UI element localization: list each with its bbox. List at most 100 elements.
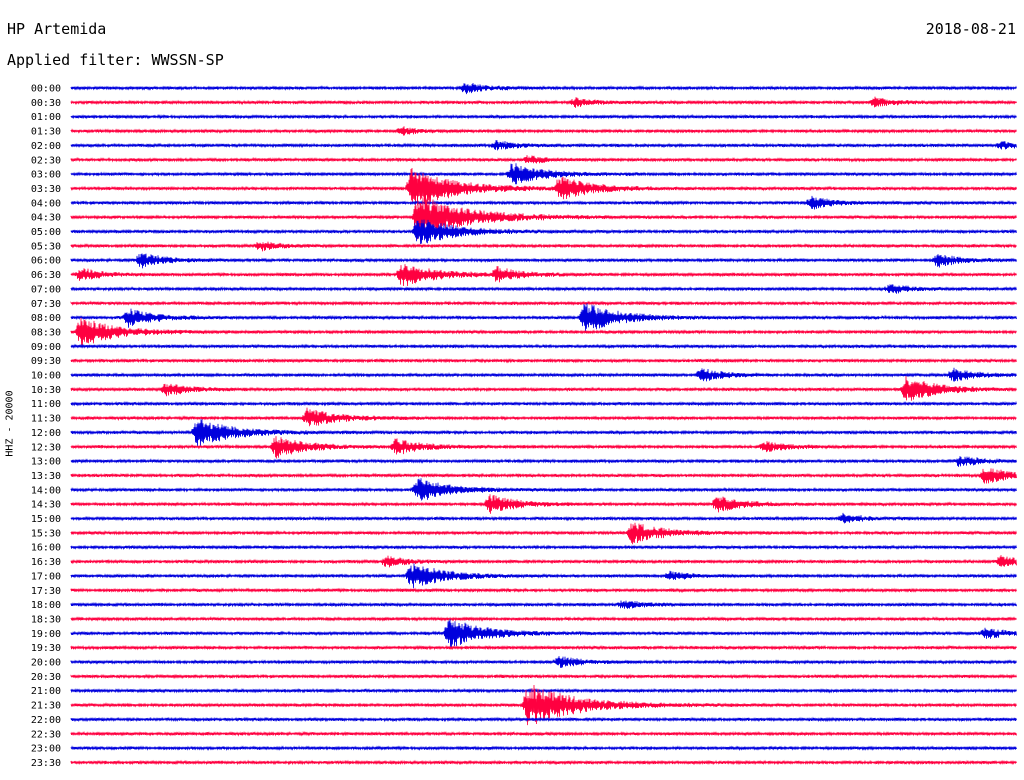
trace-line [70, 644, 1017, 651]
trace-line [70, 494, 1017, 514]
station-title: HP Artemida [7, 20, 107, 38]
time-label: 19:30 [31, 643, 61, 654]
trace-line [70, 241, 1017, 252]
trace-line [70, 619, 1017, 649]
trace-line [70, 759, 1017, 766]
time-label: 05:00 [31, 227, 61, 238]
time-label: 10:30 [31, 385, 61, 396]
time-label: 01:00 [31, 112, 61, 123]
trace-line [70, 155, 1017, 164]
time-label: 18:30 [31, 614, 61, 625]
trace-line [70, 195, 1017, 210]
trace-line [70, 687, 1017, 694]
trace-line [70, 656, 1017, 668]
time-label: 16:00 [31, 543, 61, 554]
trace-line [70, 563, 1017, 589]
trace-line [70, 343, 1017, 350]
date-label: 2018-08-21 [925, 20, 1016, 38]
trace-line [70, 253, 1017, 269]
time-label: 06:00 [31, 256, 61, 267]
time-label: 17:00 [31, 571, 61, 582]
trace-line [70, 300, 1017, 307]
time-label: 20:30 [31, 672, 61, 683]
time-label: 13:30 [31, 471, 61, 482]
trace-line [70, 126, 1017, 136]
trace-line [70, 522, 1017, 545]
trace-line [70, 400, 1017, 407]
time-label: 22:00 [31, 715, 61, 726]
trace-line [70, 376, 1017, 401]
trace-line [70, 367, 1017, 382]
time-label: 02:30 [31, 155, 61, 166]
trace-line [70, 456, 1017, 467]
trace-line [70, 544, 1017, 551]
trace-line [70, 82, 1017, 95]
time-label: 04:00 [31, 198, 61, 209]
time-label: 18:00 [31, 600, 61, 611]
time-label: 22:30 [31, 729, 61, 740]
time-label: 23:30 [31, 758, 61, 769]
time-label: 09:30 [31, 356, 61, 367]
time-label: 07:00 [31, 284, 61, 295]
trace-line [70, 745, 1017, 752]
time-label: 14:30 [31, 500, 61, 511]
trace-line [70, 197, 1017, 240]
time-label: 08:00 [31, 313, 61, 324]
trace-line [70, 264, 1017, 287]
time-label: 14:00 [31, 485, 61, 496]
time-label: 16:30 [31, 557, 61, 568]
time-label: 01:30 [31, 127, 61, 138]
trace-line [70, 140, 1017, 151]
trace-line [70, 96, 1017, 108]
time-label: 02:00 [31, 141, 61, 152]
time-label: 06:30 [31, 270, 61, 281]
time-label: 08:30 [31, 327, 61, 338]
trace-line [70, 555, 1017, 568]
trace-rows: 00:00 00:30 01:00 01:30 02:00 02:30 03:00 03:30… [31, 82, 1017, 769]
time-label: 19:00 [31, 629, 61, 640]
trace-line [70, 113, 1017, 120]
time-label: 03:30 [31, 184, 61, 195]
trace-line [70, 357, 1017, 364]
trace-line [70, 615, 1017, 622]
trace-line [70, 673, 1017, 680]
trace-line [70, 512, 1017, 524]
time-label: 15:00 [31, 514, 61, 525]
trace-line [70, 587, 1017, 594]
trace-line [70, 468, 1017, 484]
time-label: 21:00 [31, 686, 61, 697]
time-label: 04:30 [31, 213, 61, 224]
trace-line [70, 716, 1017, 723]
trace-line [70, 730, 1017, 737]
filter-label: Applied filter: WWSSN-SP [7, 51, 224, 69]
time-label: 00:30 [31, 98, 61, 109]
time-label: 21:30 [31, 701, 61, 712]
trace-line [70, 317, 1017, 346]
time-label: 10:00 [31, 371, 61, 382]
time-label: 00:00 [31, 84, 61, 95]
time-label: 23:00 [31, 744, 61, 755]
time-label: 12:30 [31, 442, 61, 453]
time-label: 09:00 [31, 342, 61, 353]
time-label: 20:00 [31, 658, 61, 669]
time-label: 17:30 [31, 586, 61, 597]
trace-line [70, 600, 1017, 609]
trace-line [70, 163, 1017, 185]
trace-line [70, 219, 1017, 245]
trace-line [70, 436, 1017, 459]
time-label: 11:00 [31, 399, 61, 410]
time-label: 05:30 [31, 241, 61, 252]
trace-line [70, 284, 1017, 294]
trace-line [70, 167, 1017, 206]
time-label: 13:00 [31, 457, 61, 468]
time-label: 15:30 [31, 528, 61, 539]
time-label: 07:30 [31, 299, 61, 310]
time-label: 03:00 [31, 170, 61, 181]
time-label: 11:30 [31, 414, 61, 425]
time-label: 12:00 [31, 428, 61, 439]
trace-line [70, 303, 1017, 332]
trace-line [70, 407, 1017, 427]
trace-line [70, 478, 1017, 501]
trace-line [70, 419, 1017, 447]
